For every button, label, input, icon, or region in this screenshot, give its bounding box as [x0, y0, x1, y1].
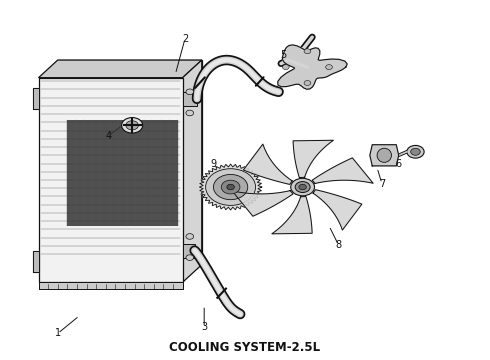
Polygon shape	[39, 78, 183, 282]
Polygon shape	[33, 88, 39, 109]
Circle shape	[299, 184, 306, 190]
Text: 8: 8	[336, 240, 342, 250]
Circle shape	[295, 181, 310, 193]
Polygon shape	[39, 60, 202, 78]
Polygon shape	[313, 190, 362, 230]
Circle shape	[282, 65, 289, 69]
Polygon shape	[67, 120, 178, 226]
Circle shape	[291, 178, 315, 196]
Text: 2: 2	[182, 34, 188, 44]
Text: 4: 4	[105, 131, 111, 141]
Polygon shape	[58, 60, 202, 265]
Circle shape	[186, 234, 194, 239]
Polygon shape	[232, 191, 293, 216]
Text: 7: 7	[379, 179, 385, 189]
Circle shape	[304, 81, 311, 85]
Polygon shape	[278, 45, 347, 89]
Circle shape	[186, 255, 194, 260]
Circle shape	[122, 118, 143, 133]
Circle shape	[304, 49, 311, 54]
Circle shape	[126, 121, 138, 130]
Text: COOLING SYSTEM-2.5L: COOLING SYSTEM-2.5L	[170, 341, 320, 354]
Text: 3: 3	[201, 323, 207, 333]
Polygon shape	[244, 144, 292, 184]
Polygon shape	[183, 92, 197, 106]
Polygon shape	[199, 164, 262, 210]
Text: 1: 1	[55, 328, 61, 338]
Polygon shape	[293, 140, 333, 177]
Circle shape	[407, 145, 424, 158]
Polygon shape	[370, 145, 399, 166]
Polygon shape	[183, 243, 195, 258]
Text: 9: 9	[211, 159, 217, 169]
Circle shape	[206, 169, 256, 206]
Circle shape	[221, 180, 240, 194]
Polygon shape	[33, 251, 39, 272]
Ellipse shape	[377, 148, 392, 162]
Polygon shape	[272, 197, 312, 234]
Circle shape	[186, 110, 194, 116]
Circle shape	[326, 65, 332, 69]
Circle shape	[411, 148, 420, 155]
Circle shape	[214, 175, 248, 200]
Polygon shape	[39, 282, 183, 289]
Circle shape	[227, 184, 234, 190]
Text: 5: 5	[280, 50, 287, 60]
Polygon shape	[312, 158, 373, 184]
Polygon shape	[183, 60, 202, 282]
Circle shape	[186, 89, 194, 95]
Text: 6: 6	[395, 159, 402, 169]
